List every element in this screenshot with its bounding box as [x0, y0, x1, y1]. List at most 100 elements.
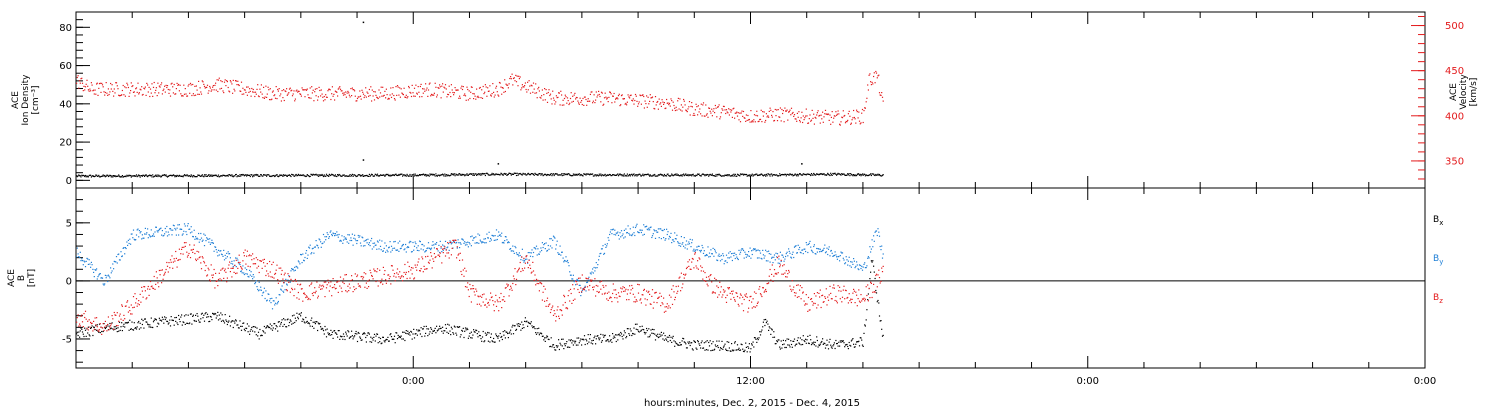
data-point: [774, 259, 776, 261]
data-point: [217, 278, 220, 281]
data-point: [483, 238, 485, 240]
data-point: [208, 241, 210, 243]
data-point: [104, 274, 106, 276]
data-point: [507, 174, 509, 176]
data-point: [169, 174, 172, 176]
data-point: [249, 274, 251, 276]
data-point: [348, 331, 350, 333]
data-point: [586, 100, 589, 102]
data-point: [360, 245, 362, 247]
data-point: [84, 329, 87, 331]
data-point: [840, 251, 842, 253]
data-point: [785, 173, 787, 175]
data-point: [81, 321, 84, 323]
data-point: [708, 256, 710, 258]
data-point: [249, 269, 251, 271]
data-point: [587, 279, 589, 281]
data-point: [102, 174, 104, 176]
data-point: [253, 276, 255, 278]
data-point: [116, 175, 118, 177]
data-point: [188, 228, 190, 230]
data-point: [144, 175, 146, 177]
data-point: [636, 100, 638, 102]
data-point: [714, 104, 716, 107]
data-point: [459, 247, 461, 249]
data-point: [260, 174, 262, 176]
data-point: [473, 237, 475, 239]
data-point: [733, 255, 735, 257]
data-point: [488, 174, 490, 176]
data-point: [776, 341, 779, 343]
data-point: [475, 329, 477, 331]
data-point: [597, 94, 599, 96]
data-point: [470, 86, 472, 88]
data-point: [592, 272, 594, 274]
data-point: [882, 253, 884, 255]
data-point: [353, 174, 355, 176]
data-point: [806, 173, 808, 175]
data-point: [608, 174, 610, 176]
data-point: [648, 328, 650, 330]
data-point: [855, 265, 857, 267]
data-point: [707, 116, 709, 118]
data-point: [300, 174, 302, 176]
data-point: [404, 339, 406, 342]
data-point: [389, 241, 391, 243]
data-point: [849, 265, 851, 267]
data-point: [212, 277, 214, 279]
data-point: [138, 320, 140, 323]
data-point: [664, 239, 666, 241]
data-point: [473, 237, 475, 239]
data-point: [264, 332, 266, 334]
data-point: [325, 287, 328, 289]
data-point: [550, 337, 552, 339]
data-point: [779, 348, 781, 350]
data-point: [206, 274, 209, 276]
data-point: [274, 94, 276, 96]
data-point: [138, 230, 140, 232]
data-point: [824, 174, 826, 176]
data-point: [846, 343, 848, 346]
data-point: [494, 235, 496, 237]
data-point: [76, 176, 78, 178]
data-point: [334, 99, 336, 101]
data-point: [382, 95, 384, 97]
data-point: [555, 173, 557, 175]
data-point: [496, 238, 498, 241]
data-point: [654, 339, 657, 341]
data-point: [848, 256, 850, 258]
data-point: [212, 242, 214, 244]
data-point: [740, 249, 742, 251]
data-point: [391, 338, 393, 340]
data-point: [535, 92, 538, 94]
data-point: [299, 284, 301, 286]
data-point: [96, 82, 98, 84]
data-point: [135, 234, 138, 236]
y-tick-label: -5: [62, 334, 72, 345]
data-point: [872, 173, 874, 175]
data-point: [627, 175, 629, 177]
data-point: [757, 121, 759, 123]
data-point: [642, 173, 644, 175]
data-point: [240, 267, 243, 269]
data-point: [190, 174, 192, 176]
data-point: [214, 175, 216, 177]
data-point: [224, 175, 226, 177]
data-point: [83, 175, 85, 177]
data-point: [670, 232, 672, 234]
data-point: [132, 175, 135, 177]
data-point: [420, 83, 422, 85]
data-point: [721, 340, 723, 342]
data-point: [611, 174, 613, 177]
data-point: [711, 115, 713, 117]
data-point: [768, 110, 770, 112]
data-point: [133, 175, 135, 177]
data-point: [117, 253, 119, 256]
data-point: [126, 241, 128, 243]
data-point: [166, 175, 168, 177]
data-point: [508, 83, 510, 85]
data-point: [666, 339, 668, 341]
data-point: [531, 85, 533, 87]
data-point: [625, 337, 627, 339]
data-point: [501, 338, 503, 341]
